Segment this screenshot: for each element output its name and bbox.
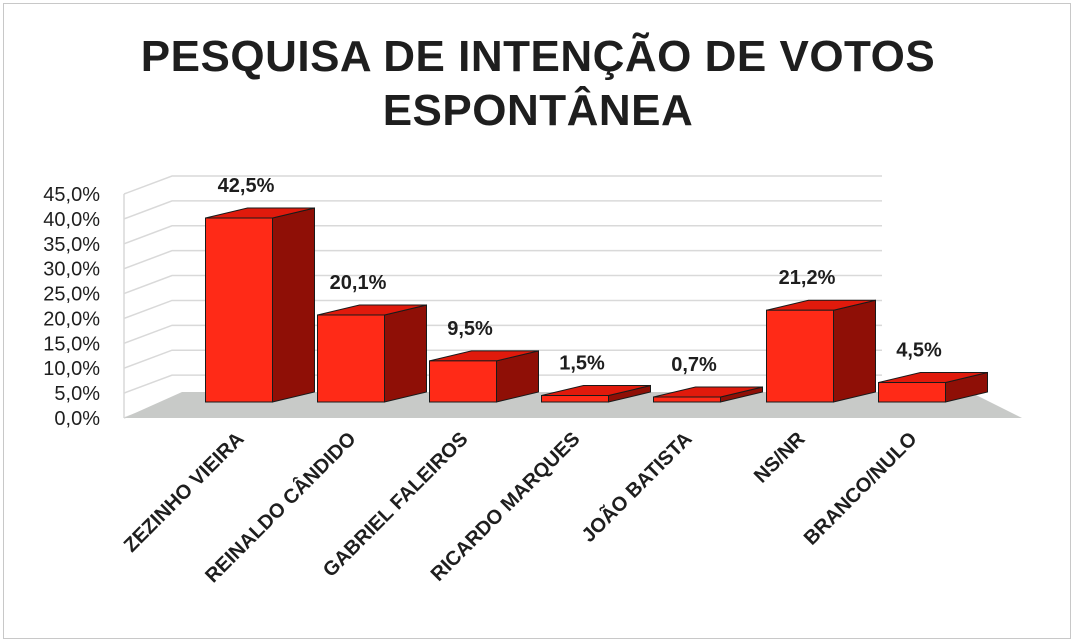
bar-side <box>384 304 427 403</box>
chart-frame <box>3 3 1071 639</box>
gridline <box>123 349 882 369</box>
x-tick-label: BRANCO/NULO <box>800 428 922 550</box>
y-tick-label: 25,0% <box>43 284 100 306</box>
data-label: 1,5% <box>559 353 605 375</box>
chart-title-line-1: PESQUISA DE INTENÇÃO DE VOTOS <box>140 32 936 81</box>
bar <box>653 396 721 403</box>
bar-side <box>833 299 876 403</box>
gridline <box>123 200 882 220</box>
bar-side <box>272 207 315 403</box>
gridline <box>123 374 882 394</box>
bar <box>429 360 497 403</box>
data-label: 21,2% <box>779 267 836 289</box>
x-tick-label: ZEZINHO VIEIRA <box>120 428 249 557</box>
y-tick-label: 0,0% <box>54 408 100 430</box>
gridline <box>123 225 882 245</box>
y-tick-label: 30,0% <box>43 259 100 281</box>
y-tick-label: 35,0% <box>43 234 100 256</box>
data-label: 9,5% <box>447 318 493 340</box>
gridline <box>123 324 882 345</box>
data-label: 4,5% <box>896 340 942 362</box>
bar <box>541 395 609 403</box>
data-label: 20,1% <box>330 272 387 294</box>
gridline <box>123 249 882 270</box>
gridline <box>123 299 882 320</box>
y-tick-label: 15,0% <box>43 333 100 355</box>
chart-title-line-2: ESPONTÂNEA <box>382 86 694 135</box>
bar <box>317 314 385 403</box>
y-tick-label: 40,0% <box>43 209 100 231</box>
x-tick-label: NS/NR <box>750 428 810 488</box>
chart-title: PESQUISA DE INTENÇÃO DE VOTOS ESPONTÂNEA <box>0 30 1076 138</box>
y-tick-label: 20,0% <box>43 308 100 330</box>
data-label: 42,5% <box>218 175 275 197</box>
gridline <box>123 175 882 195</box>
gridline <box>123 274 882 295</box>
data-label: 0,7% <box>671 354 717 376</box>
bar <box>205 217 273 403</box>
y-tick-label: 45,0% <box>43 184 100 206</box>
bar <box>878 382 946 403</box>
y-tick-label: 10,0% <box>43 358 100 380</box>
bar <box>766 309 834 403</box>
x-tick-label: JOÃO BATISTA <box>577 427 696 546</box>
y-tick-label: 5,0% <box>54 383 100 405</box>
